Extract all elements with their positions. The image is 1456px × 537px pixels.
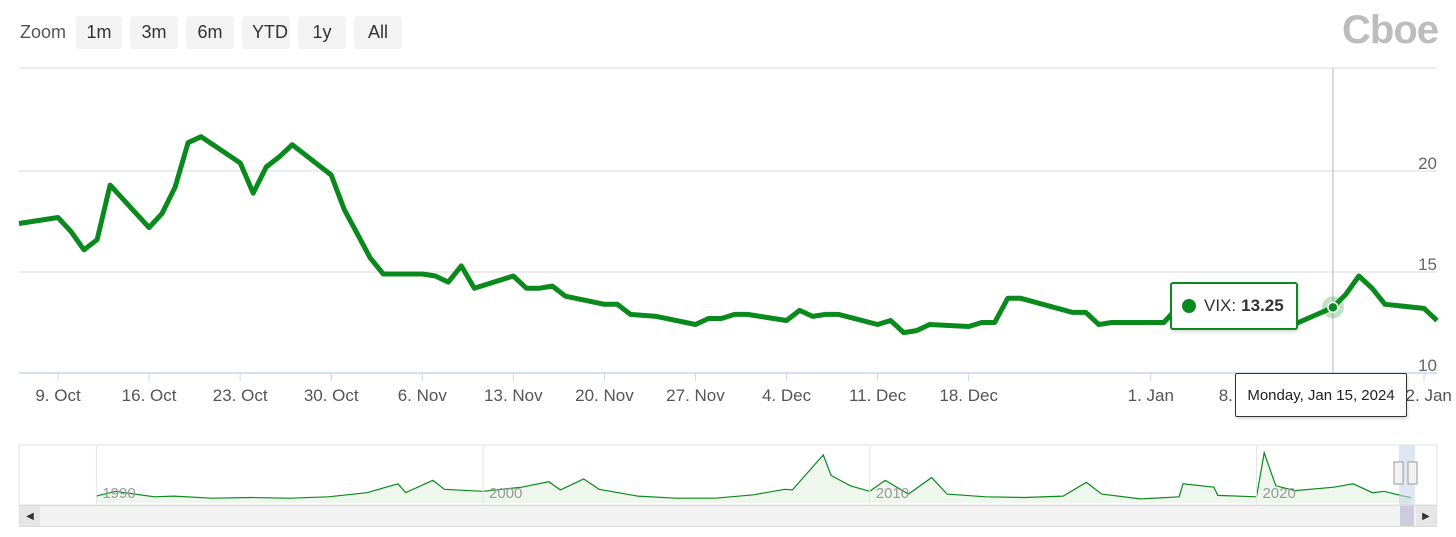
scroll-left-icon[interactable]: ◀ — [20, 506, 40, 526]
x-tick-label: 4. Dec — [762, 386, 812, 405]
x-tick-label: 9. Oct — [35, 386, 81, 405]
navigator-selected-range — [1399, 445, 1415, 505]
x-tick-label: 27. Nov — [666, 386, 725, 405]
x-tick-label: 11. Dec — [849, 386, 907, 405]
scroll-right-icon[interactable]: ▶ — [1416, 506, 1436, 526]
x-tick-label: 23. Oct — [213, 386, 268, 405]
navigator-handle-left — [1393, 461, 1404, 485]
zoom-1y-button[interactable]: 1y — [298, 16, 346, 49]
scrollbar-thumb[interactable] — [1400, 506, 1414, 526]
navigator: 1990 2000 2010 2020 — [18, 444, 1438, 506]
zoom-3m-button[interactable]: 3m — [130, 16, 178, 49]
crosshair-date-label: Monday, Jan 15, 2024 — [1235, 373, 1407, 417]
series-tooltip: VIX: 13.25 — [1170, 282, 1298, 330]
navigator-handle-right — [1407, 461, 1418, 485]
x-tick-label: 1. Jan — [1128, 386, 1174, 405]
navigator-year-label: 2010 — [876, 485, 909, 502]
zoom-ytd-button[interactable]: YTD — [242, 16, 290, 49]
x-tick-label: 6. Nov — [398, 386, 448, 405]
tooltip-series-label: VIX: — [1204, 296, 1237, 315]
y-tick-label: 10 — [1418, 356, 1437, 375]
x-tick-label: 30. Oct — [304, 386, 359, 405]
zoom-label: Zoom — [20, 22, 67, 42]
zoom-6m-button[interactable]: 6m — [186, 16, 234, 49]
y-axis-ticks: 10 15 20 — [1418, 154, 1437, 375]
y-tick-label: 20 — [1418, 154, 1437, 173]
x-tick-label: 13. Nov — [484, 386, 543, 405]
x-tick-label: 18. Dec — [939, 386, 998, 405]
navigator-year-label: 2020 — [1262, 485, 1295, 502]
x-axis-ticks: 9. Oct 16. Oct 23. Oct 30. Oct 6. Nov 13. Nov… — [35, 373, 1452, 405]
navigator-year-label: 2000 — [489, 485, 522, 502]
grid-lines — [19, 67, 1437, 374]
range-selector-toolbar: Zoom 1m 3m 6m YTD 1y All Cboe — [0, 0, 1456, 64]
navigator-line — [96, 450, 1412, 500]
navigator-year-label: 1990 — [102, 485, 135, 502]
navigator-scrollbar[interactable]: ◀ ▶ — [19, 505, 1437, 527]
hover-point — [1327, 301, 1339, 314]
navigator-labels: 1990 2000 2010 2020 — [95, 445, 1296, 505]
tooltip-value: 13.25 — [1241, 296, 1284, 315]
zoom-1m-button[interactable]: 1m — [76, 16, 122, 49]
series-dot-icon — [1182, 299, 1196, 313]
cboe-logo: Cboe — [1342, 8, 1439, 52]
x-tick-label: 22. Jan — [1396, 386, 1452, 405]
x-tick-label: 20. Nov — [575, 386, 634, 405]
zoom-all-button[interactable]: All — [354, 16, 402, 49]
x-tick-label: 16. Oct — [122, 386, 177, 405]
navigator-area — [96, 452, 1412, 503]
y-tick-label: 15 — [1418, 255, 1437, 274]
